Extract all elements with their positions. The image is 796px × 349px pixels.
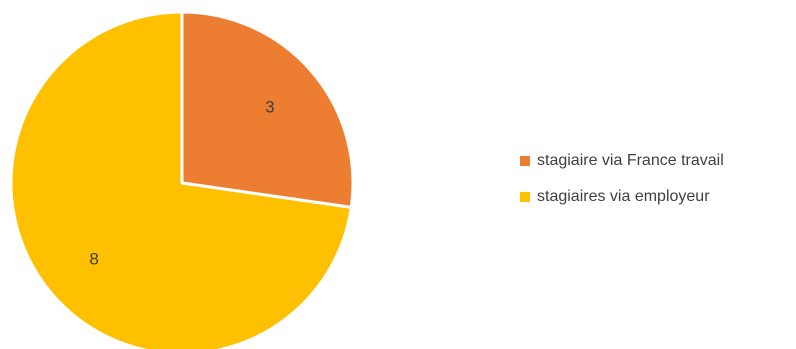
legend-swatch [520,191,530,202]
pie-slice-2 [9,10,353,349]
legend-swatch [520,155,530,166]
chart-legend: stagiaire via France travail stagiaires v… [520,150,724,222]
pie-data-labels: 38 [89,97,274,268]
data-label-2: 8 [89,250,98,269]
pie-slices [9,10,355,349]
legend-item-1: stagiaire via France travail [520,150,724,171]
legend-label: stagiaire via France travail [537,151,724,169]
legend-item-2: stagiaires via employeur [520,186,724,207]
data-label-1: 3 [265,97,274,116]
legend-label: stagiaires via employeur [537,187,710,205]
pie-slice-1 [180,10,355,209]
